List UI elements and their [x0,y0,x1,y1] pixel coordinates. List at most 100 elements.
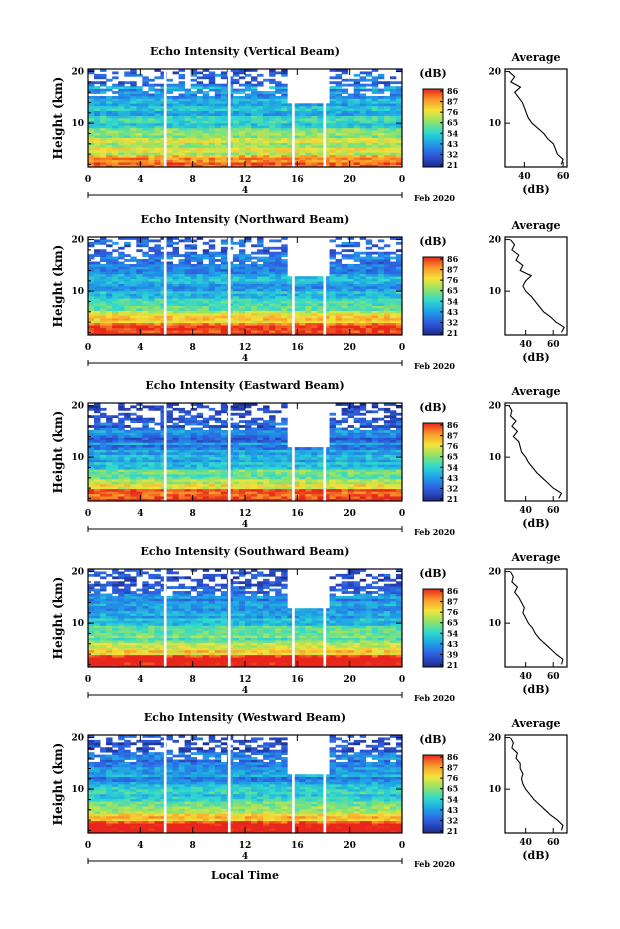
heatmap-cell [269,317,276,321]
heatmap-cell [214,86,222,89]
heatmap-cell [130,95,137,99]
heatmap-cell [100,237,107,240]
heatmap-cell [124,444,131,448]
heatmap-cell [166,486,173,490]
heatmap-cell [232,298,240,302]
heatmap-cell [359,298,367,302]
heatmap-cell [202,488,210,492]
heatmap-cell [293,308,300,311]
colorbar-tick-label: 54 [447,296,459,306]
heatmap-cell [100,108,107,112]
heatmap-cell [190,498,198,502]
heatmap-cell [371,149,379,153]
heatmap-cell [317,142,324,146]
heatmap-cell [281,95,288,99]
heatmap-cell [347,130,355,134]
heatmap-cell [269,442,276,446]
heatmap-cell [202,241,210,245]
heatmap-cell [106,266,113,270]
heatmap-cell [106,493,113,497]
heatmap-cell [112,491,119,495]
heatmap-cell [112,142,119,146]
heatmap-cell [347,498,355,502]
heatmap-cell [178,476,186,480]
heatmap-cell [160,140,167,143]
heatmap-cell [232,320,240,324]
heatmap-cell [377,466,385,470]
heatmap-cell [275,281,282,284]
heatmap-cell [118,303,125,306]
heatmap-cell [371,259,379,262]
heatmap-cell [178,449,186,453]
heatmap-cell [269,439,276,443]
heatmap-cell [395,130,403,134]
heatmap-cell [88,476,95,480]
heatmap-cell [100,330,107,333]
heatmap-cell [359,157,367,161]
heatmap-cell [94,271,101,275]
heatmap-cell [365,149,373,153]
heatmap-cell [142,454,149,458]
heatmap-cell [305,481,312,485]
heatmap-cell [100,276,107,280]
heatmap-cell [287,469,294,472]
heatmap-cell [118,466,125,470]
heatmap-cell [94,115,101,119]
heatmap-cell [190,78,198,82]
heatmap-cell [112,118,119,121]
heatmap-cell [184,108,192,112]
heatmap-cell [305,320,312,324]
heatmap-cell [88,288,95,292]
heatmap-cell [329,98,336,102]
heatmap-cell [220,254,228,257]
heatmap-cell [166,474,173,477]
heatmap-cell [335,237,343,240]
heatmap-cell [371,469,379,472]
heatmap-cell [365,290,373,294]
heatmap-cell [196,95,204,99]
heatmap-cell [124,303,131,306]
heatmap-cell [347,120,355,124]
heatmap-cell [136,115,143,119]
heatmap-cell [377,137,385,141]
heatmap-cell [269,118,276,121]
heatmap-cell [341,498,349,502]
heatmap-cell [238,140,246,143]
heatmap-cell [214,325,222,329]
heatmap-cell [383,476,391,480]
heatmap-cell [377,310,385,314]
heatmap-cell [365,466,373,470]
heatmap-cell [317,493,324,497]
x-tick-label: 4 [137,175,143,185]
heatmap-cell [154,76,161,80]
heatmap-cell [329,442,336,446]
heatmap-cell [106,300,113,304]
heatmap-cell [275,246,282,250]
heatmap-cell [395,303,403,306]
heatmap-cell [281,456,288,460]
heatmap-cell [269,481,276,485]
heatmap-cell [112,152,119,156]
heatmap-cell [214,157,222,161]
heatmap-cell [232,71,240,75]
heatmap-cell [257,493,264,497]
heatmap-cell [305,105,312,109]
heatmap-cell [371,69,379,72]
heatmap-cell [208,488,216,492]
heatmap-cell [371,78,379,82]
heatmap-cell [377,157,385,161]
heatmap-cell [329,127,336,131]
heatmap-cell [154,110,161,114]
heatmap-cell [166,113,173,116]
heatmap-cell [299,466,306,470]
heatmap-cell [184,456,192,460]
heatmap-cell [329,81,336,85]
heatmap-cell [130,312,137,316]
heatmap-cell [190,239,198,243]
heatmap-cell [299,449,306,453]
heatmap-cell [245,322,252,326]
heatmap-cell [160,71,167,75]
heatmap-cell [377,288,385,292]
heatmap-cell [202,76,210,80]
heatmap-cell [317,474,324,477]
